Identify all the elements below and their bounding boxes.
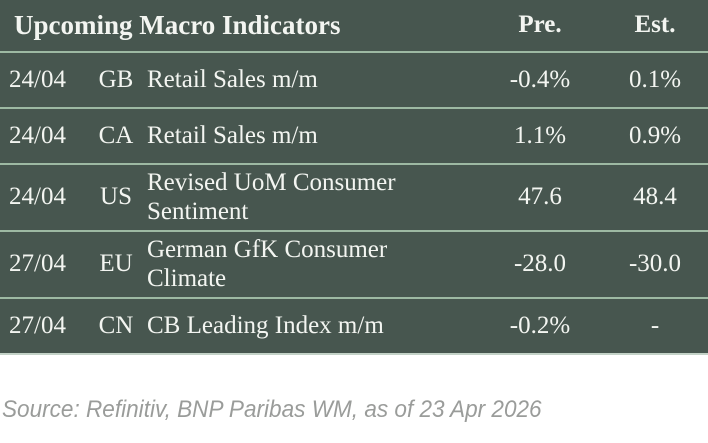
row-country: CA (98, 121, 134, 149)
row-country: EU (99, 250, 133, 278)
row-country: US (100, 183, 132, 211)
row-estimate-value: -30.0 (628, 250, 682, 278)
row-previous-value: -28.0 (513, 250, 567, 278)
row-previous-value: -0.4% (509, 65, 571, 93)
table-row: 27/04 EU German GfK Consumer Climate -28… (0, 230, 708, 297)
table-header-row: Upcoming Macro Indicators Pre. Est. (0, 0, 708, 51)
row-indicator: Retail Sales m/m (147, 65, 318, 93)
row-previous-value: 47.6 (518, 183, 562, 211)
row-indicator: CB Leading Index m/m (147, 311, 384, 339)
table-row: 27/04 CN CB Leading Index m/m -0.2% - (0, 297, 708, 353)
column-header-previous: Pre. (518, 11, 562, 39)
row-date: 24/04 (9, 183, 66, 211)
row-estimate-value: - (650, 311, 660, 339)
table-title: Upcoming Macro Indicators (14, 10, 341, 41)
table-row: 24/04 CA Retail Sales m/m 1.1% 0.9% (0, 107, 708, 163)
table-row: 24/04 GB Retail Sales m/m -0.4% 0.1% (0, 51, 708, 107)
table-row: 24/04 US Revised UoM Consumer Sentiment … (0, 163, 708, 230)
row-country: GB (98, 65, 134, 93)
row-country: CN (98, 311, 134, 339)
row-estimate-value: 0.9% (628, 121, 682, 149)
row-estimate-value: 0.1% (628, 65, 682, 93)
row-date: 24/04 (9, 121, 66, 149)
macro-indicators-table: Upcoming Macro Indicators Pre. Est. 24/0… (0, 0, 708, 355)
row-previous-value: 1.1% (513, 121, 567, 149)
row-indicator: Revised UoM Consumer Sentiment (147, 169, 396, 225)
row-date: 27/04 (9, 250, 66, 278)
source-attribution: Source: Refinitiv, BNP Paribas WM, as of… (2, 396, 542, 423)
row-date: 24/04 (9, 65, 66, 93)
row-indicator: German GfK Consumer Climate (147, 236, 388, 292)
row-indicator: Retail Sales m/m (147, 121, 318, 149)
row-date: 27/04 (9, 311, 66, 339)
column-header-estimate: Est. (634, 11, 676, 39)
row-previous-value: -0.2% (509, 311, 571, 339)
row-estimate-value: 48.4 (633, 183, 677, 211)
